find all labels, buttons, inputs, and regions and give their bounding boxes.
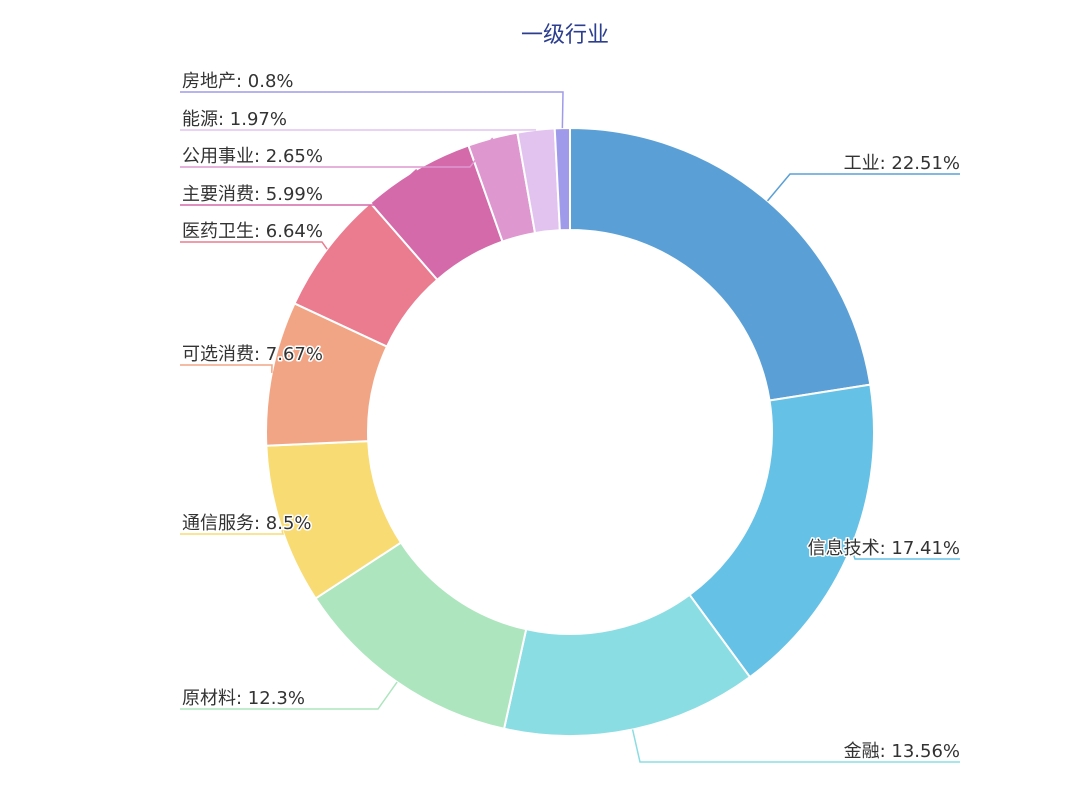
slices-group [265, 126, 875, 737]
leader-line-11 [180, 91, 564, 129]
slice-1[interactable] [569, 126, 872, 402]
slice-label-8: 主要消费: 5.99% [182, 184, 323, 205]
leader-line-3 [631, 729, 960, 763]
chart-title: 一级行业 [521, 23, 609, 48]
labels-group: 工业: 22.51% 信息技术: 17.41% 金融: 13.56% 原材料: 12.… [181, 70, 962, 764]
slice-label-2: 信息技术: 17.41% [808, 538, 960, 559]
leader-line-7 [180, 241, 328, 250]
slice-label-10: 能源: 1.97% [182, 109, 287, 130]
leader-line-5 [180, 525, 284, 535]
leader-lines-group [180, 91, 960, 763]
slice-label-7: 医药卫生: 6.64% [182, 221, 323, 242]
slice-label-11: 房地产: 0.8% [182, 71, 294, 92]
leader-line-4 [180, 681, 398, 710]
slice-label-6: 可选消费: 7.67% [182, 344, 323, 365]
leader-line-1 [766, 173, 960, 202]
leader-line-9 [180, 137, 494, 168]
slice-label-3: 金融: 13.56% [844, 741, 960, 762]
slice-label-5: 通信服务: 8.5% [182, 513, 312, 534]
leader-line-8 [180, 168, 418, 206]
slice-11[interactable] [553, 126, 571, 232]
slice-label-9: 公用事业: 2.65% [182, 146, 323, 167]
slice-label-4: 原材料: 12.3% [182, 688, 305, 709]
leader-line-2 [850, 547, 960, 560]
leader-line-6 [180, 364, 273, 373]
slice-label-1: 工业: 22.51% [844, 153, 960, 174]
